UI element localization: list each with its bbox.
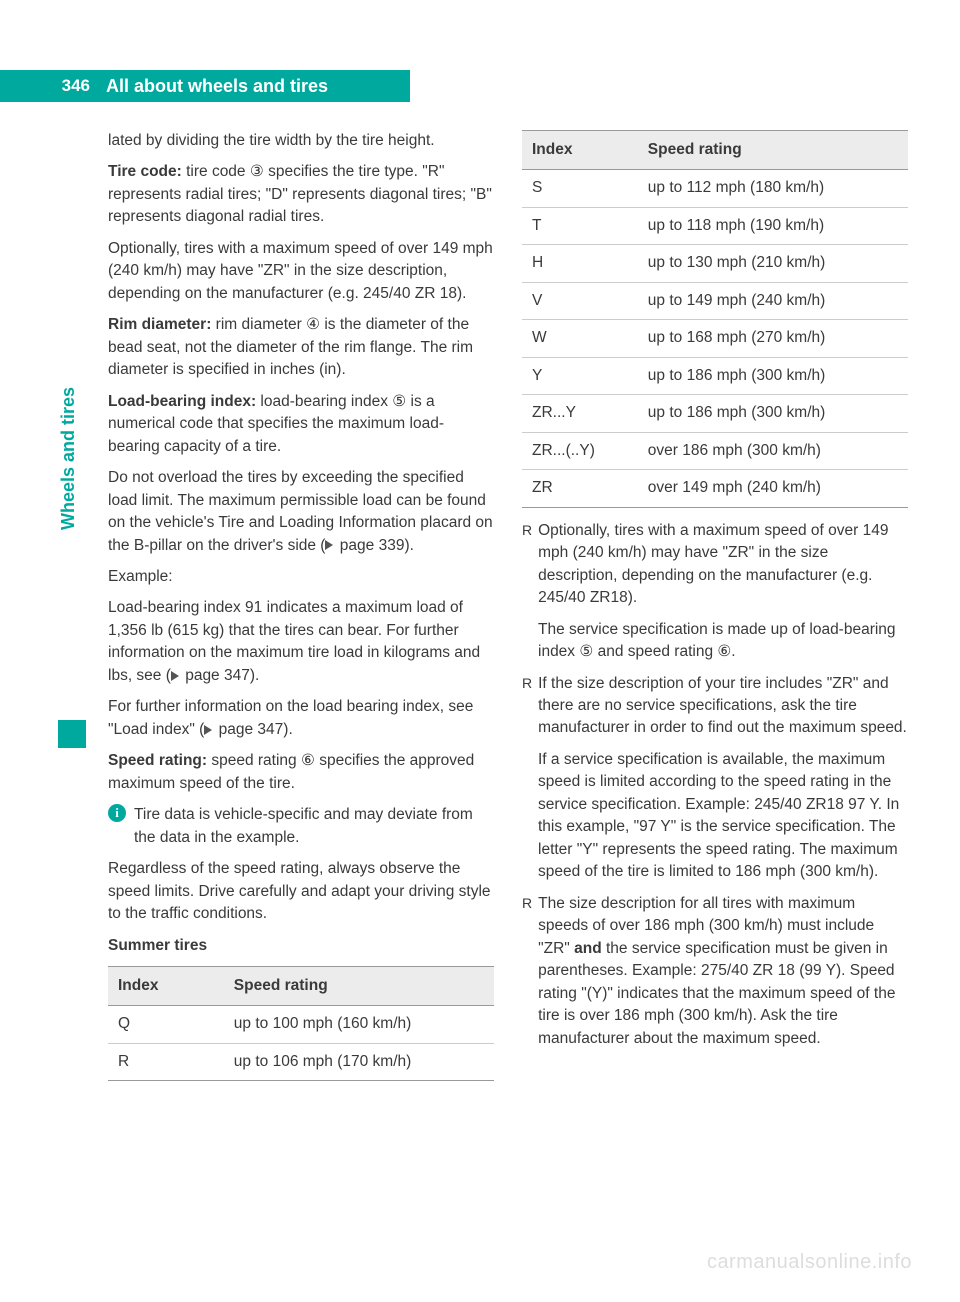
table-cell-index: R xyxy=(108,1043,224,1080)
term-label: Rim diameter: xyxy=(108,316,211,333)
table-cell-index: H xyxy=(522,245,638,282)
page-number: 346 xyxy=(0,76,100,96)
body-text: The service specification is made up of … xyxy=(538,619,908,664)
table-cell-value: up to 168 mph (270 km/h) xyxy=(638,320,908,357)
speed-rating-table-2: Index Speed rating Sup to 112 mph (180 k… xyxy=(522,130,908,508)
page-ref-icon xyxy=(325,540,333,550)
page-content: lated by dividing the tire width by the … xyxy=(108,130,908,1093)
section-indicator-square xyxy=(58,720,86,748)
table-header: Speed rating xyxy=(638,131,908,170)
page-title: All about wheels and tires xyxy=(100,76,328,97)
table-cell-index: ZR xyxy=(522,470,638,507)
table-cell-value: up to 112 mph (180 km/h) xyxy=(638,170,908,207)
table-row: ZRover 149 mph (240 km/h) xyxy=(522,470,908,507)
table-cell-value: up to 186 mph (300 km/h) xyxy=(638,395,908,432)
table-cell-index: ZR...Y xyxy=(522,395,638,432)
body-text: Do not overload the tires by exceeding t… xyxy=(108,467,494,557)
table-row: Qup to 100 mph (160 km/h) xyxy=(108,1006,494,1043)
body-text: For further information on the load bear… xyxy=(108,696,494,741)
table-cell-index: S xyxy=(522,170,638,207)
table-cell-value: over 149 mph (240 km/h) xyxy=(638,470,908,507)
bullet-marker: R xyxy=(522,520,532,610)
bullet-marker: R xyxy=(522,673,532,740)
bullet-text: Optionally, tires with a maximum speed o… xyxy=(538,520,908,610)
table-cell-value: up to 186 mph (300 km/h) xyxy=(638,357,908,394)
term-label: Load-bearing index: xyxy=(108,393,256,410)
speed-rating-table-1: Index Speed rating Qup to 100 mph (160 k… xyxy=(108,966,494,1081)
right-column: Index Speed rating Sup to 112 mph (180 k… xyxy=(522,130,908,1093)
body-text: Tire code: tire code ③ specifies the tir… xyxy=(108,161,494,228)
table-cell-index: Q xyxy=(108,1006,224,1043)
table-cell-index: ZR...(..Y) xyxy=(522,432,638,469)
body-text: Speed rating: speed rating ⑥ specifies t… xyxy=(108,750,494,795)
table-row: Rup to 106 mph (170 km/h) xyxy=(108,1043,494,1080)
table-row: Tup to 118 mph (190 km/h) xyxy=(522,207,908,244)
table-cell-value: up to 118 mph (190 km/h) xyxy=(638,207,908,244)
info-icon: i xyxy=(108,804,126,822)
table-row: Wup to 168 mph (270 km/h) xyxy=(522,320,908,357)
table-row: ZR...Yup to 186 mph (300 km/h) xyxy=(522,395,908,432)
body-text: Load-bearing index 91 indicates a maximu… xyxy=(108,597,494,687)
table-cell-index: W xyxy=(522,320,638,357)
table-row: Hup to 130 mph (210 km/h) xyxy=(522,245,908,282)
term-label: Speed rating: xyxy=(108,752,207,769)
left-column: lated by dividing the tire width by the … xyxy=(108,130,494,1093)
bullet-marker: R xyxy=(522,893,532,1050)
body-text: Regardless of the speed rating, always o… xyxy=(108,858,494,925)
table-cell-value: over 186 mph (300 km/h) xyxy=(638,432,908,469)
body-text: lated by dividing the tire width by the … xyxy=(108,130,494,152)
body-text: If a service specification is available,… xyxy=(538,749,908,884)
term-label: Tire code: xyxy=(108,163,182,180)
body-text: Rim diameter: rim diameter ④ is the diam… xyxy=(108,314,494,381)
page-ref-icon xyxy=(204,725,212,735)
info-note: i Tire data is vehicle-specific and may … xyxy=(108,804,494,849)
section-side-tab: Wheels and tires xyxy=(58,387,79,530)
table-cell-value: up to 149 mph (240 km/h) xyxy=(638,282,908,319)
table-header: Speed rating xyxy=(224,967,494,1006)
bullet-text: If the size description of your tire inc… xyxy=(538,673,908,740)
body-text: Optionally, tires with a maximum speed o… xyxy=(108,238,494,305)
body-text: Example: xyxy=(108,566,494,588)
table-row: ZR...(..Y)over 186 mph (300 km/h) xyxy=(522,432,908,469)
list-item: R The size description for all tires wit… xyxy=(522,893,908,1050)
table-body-1: Qup to 100 mph (160 km/h)Rup to 106 mph … xyxy=(108,1006,494,1081)
table-cell-index: T xyxy=(522,207,638,244)
table-header: Index xyxy=(108,967,224,1006)
body-text: Load-bearing index: load-bearing index ⑤… xyxy=(108,391,494,458)
info-text: Tire data is vehicle-specific and may de… xyxy=(134,804,494,849)
table-row: Sup to 112 mph (180 km/h) xyxy=(522,170,908,207)
table-cell-value: up to 130 mph (210 km/h) xyxy=(638,245,908,282)
table-header: Index xyxy=(522,131,638,170)
watermark: carmanualsonline.info xyxy=(707,1251,912,1274)
page-ref-icon xyxy=(171,671,179,681)
table-row: Vup to 149 mph (240 km/h) xyxy=(522,282,908,319)
list-item: R Optionally, tires with a maximum speed… xyxy=(522,520,908,610)
table-row: Yup to 186 mph (300 km/h) xyxy=(522,357,908,394)
bullet-text: The size description for all tires with … xyxy=(538,893,908,1050)
table-cell-value: up to 100 mph (160 km/h) xyxy=(224,1006,494,1043)
list-item: R If the size description of your tire i… xyxy=(522,673,908,740)
subheading: Summer tires xyxy=(108,935,494,957)
table-cell-index: Y xyxy=(522,357,638,394)
table-cell-value: up to 106 mph (170 km/h) xyxy=(224,1043,494,1080)
table-cell-index: V xyxy=(522,282,638,319)
table-body-2: Sup to 112 mph (180 km/h)Tup to 118 mph … xyxy=(522,170,908,507)
page-header: 346 All about wheels and tires xyxy=(0,70,410,102)
